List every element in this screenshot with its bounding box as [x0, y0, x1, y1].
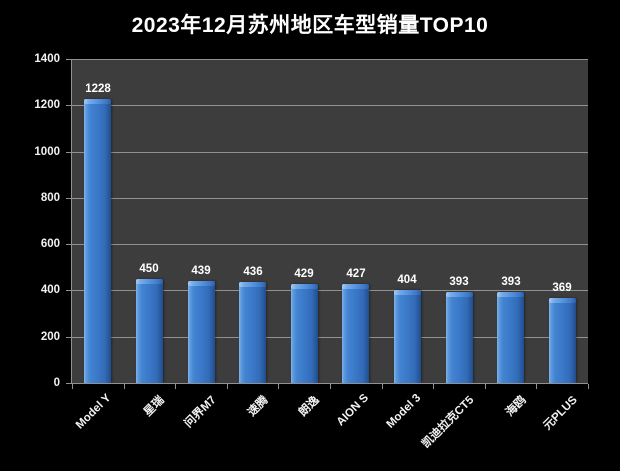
y-axis-label: 800: [40, 191, 60, 204]
y-axis-tick: [66, 336, 72, 338]
x-axis-label: AION S: [334, 392, 372, 429]
x-axis-label: 元PLUS: [541, 394, 580, 433]
y-axis-tick: [66, 383, 72, 384]
x-axis-line: [66, 383, 588, 384]
bar: [394, 290, 421, 383]
gridline: [72, 151, 588, 153]
y-axis-label: 0: [53, 377, 60, 389]
plot-area: 1228 450 439 436 429 427 404 393 393 369: [72, 59, 588, 383]
bar-top-bevel: [549, 298, 576, 303]
y-axis-label: 200: [40, 330, 60, 343]
y-axis-label: 1000: [34, 145, 60, 158]
bar-value-label: 439: [191, 265, 211, 277]
bar: [342, 284, 369, 383]
bar-value-label: 393: [501, 276, 521, 288]
bar-value-label: 429: [294, 268, 314, 280]
bar-value-label: 427: [346, 268, 366, 280]
gridline: [72, 59, 588, 60]
x-axis-tick: [382, 384, 383, 389]
y-axis-tick: [66, 151, 72, 153]
gridline: [72, 105, 588, 107]
bar-value-label: 393: [449, 276, 469, 288]
bar-top-bevel: [84, 99, 111, 104]
gridline: [72, 197, 588, 199]
x-axis-label: 凯迪拉克CT5: [420, 394, 477, 451]
x-axis-label: Model 3: [384, 392, 423, 431]
x-axis-label: 问界M7: [182, 394, 219, 431]
x-axis-label: 海鸥: [503, 394, 529, 419]
gridline: [72, 290, 588, 292]
x-axis-label: 星瑞: [142, 394, 168, 419]
y-axis-tick: [66, 105, 72, 107]
bar-top-bevel: [291, 284, 318, 289]
x-axis-label: 速腾: [245, 394, 271, 419]
y-axis-label: 600: [40, 238, 60, 251]
x-axis-label: 朗逸: [297, 394, 322, 419]
x-axis-tick: [227, 384, 228, 389]
y-axis-tick: [66, 197, 72, 199]
x-axis-tick: [536, 384, 537, 389]
gridline: [72, 244, 588, 246]
y-axis-label: 1400: [34, 53, 60, 65]
bar: [446, 292, 473, 383]
x-axis-tick: [175, 384, 176, 389]
y-axis-tick: [66, 290, 72, 292]
x-axis-tick: [330, 384, 331, 389]
x-axis-tick: [278, 384, 279, 389]
bar-value-label: 1228: [85, 83, 111, 95]
bar-top-bevel: [342, 284, 369, 289]
bar: [239, 282, 266, 383]
gridline: [72, 336, 588, 338]
x-axis-tick: [433, 384, 434, 389]
bar-top-bevel: [497, 292, 524, 297]
bar-value-label: 404: [397, 274, 417, 286]
bar: [136, 279, 163, 383]
bar-top-bevel: [239, 282, 266, 287]
bar: [188, 281, 215, 383]
chart-title: 2023年12月苏州地区车型销量TOP10: [131, 14, 489, 37]
bar-top-bevel: [394, 290, 421, 295]
bar-value-label: 450: [139, 263, 159, 275]
x-axis-tick: [72, 384, 73, 389]
x-axis-tick: [485, 384, 486, 389]
y-axis-tick: [66, 59, 72, 60]
bar: [549, 298, 576, 383]
y-axis-label: 400: [40, 284, 60, 297]
x-axis-tick: [124, 384, 125, 389]
x-axis-tick: [588, 384, 589, 389]
bar-value-label: 369: [552, 282, 572, 294]
bar: [291, 284, 318, 383]
bar: [497, 292, 524, 383]
bar-top-bevel: [136, 279, 163, 284]
y-axis-line: [71, 59, 72, 384]
bar-top-bevel: [446, 292, 473, 297]
bar-value-label: 436: [243, 266, 263, 278]
bar-top-bevel: [188, 281, 215, 286]
y-axis-tick: [66, 244, 72, 246]
bar: [84, 99, 111, 383]
y-axis-label: 1200: [34, 99, 60, 112]
x-axis-label: Model Y: [73, 392, 114, 432]
